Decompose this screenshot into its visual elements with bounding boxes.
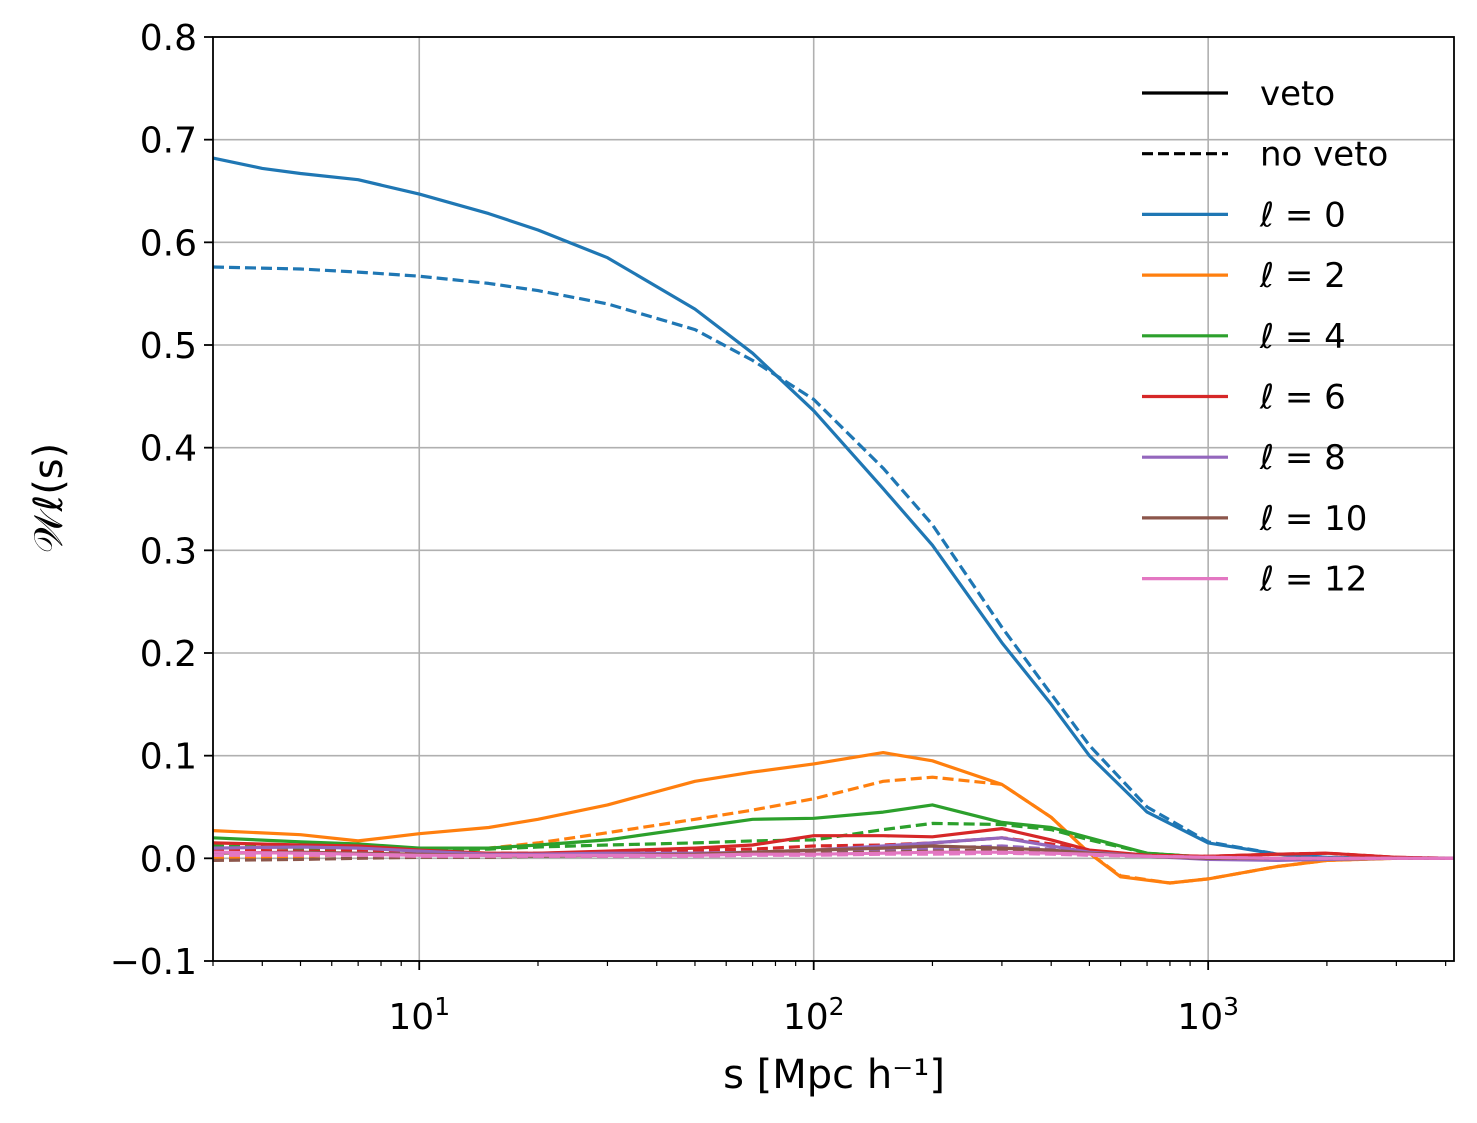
series-line	[212, 775, 1454, 885]
legend-label: ℓ = 10	[1259, 499, 1367, 539]
plot-series	[212, 156, 1455, 885]
x-axis-label: s [Mpc h⁻¹]	[723, 1052, 945, 1098]
series-line	[212, 265, 1454, 860]
y-tick-label: −0.1	[110, 942, 197, 983]
legend-label: veto	[1260, 74, 1335, 114]
legend-label: ℓ = 0	[1259, 195, 1346, 235]
tick-labels: −0.1 0.0 0.1 0.2 0.3 0.4 0.5 0.6 0.7 0.8 101 102 103	[110, 18, 1239, 1038]
legend-label: ℓ = 6	[1259, 378, 1346, 418]
x-tick-label: 103	[1177, 992, 1239, 1038]
y-tick-label: 0.5	[140, 326, 197, 367]
legend-label: ℓ = 8	[1259, 438, 1346, 478]
y-axis-label: 𝒲ℓ(s)	[26, 443, 72, 554]
legend-label: ℓ = 12	[1259, 560, 1367, 600]
y-tick-label: 0.3	[140, 531, 197, 572]
y-tick-label: 0.6	[140, 223, 197, 264]
y-tick-label: 0.2	[140, 634, 197, 675]
y-tick-label: 0.8	[140, 18, 197, 59]
plot-frame	[212, 36, 1455, 962]
legend: veto no veto ℓ = 0 ℓ = 2 ℓ = 4 ℓ = 6 ℓ = 8 ℓ = …	[1142, 74, 1388, 600]
y-tick-label: 0.0	[140, 839, 197, 880]
y-tick-label: 0.7	[140, 121, 197, 162]
series-line	[213, 851, 1454, 860]
y-tick-label: 0.1	[140, 737, 197, 778]
series-line	[212, 156, 1454, 860]
x-tick-label: 101	[388, 992, 450, 1038]
axes	[204, 36, 1455, 970]
legend-label: no veto	[1260, 135, 1388, 175]
legend-label: ℓ = 2	[1259, 256, 1346, 296]
legend-label: ℓ = 4	[1259, 317, 1346, 357]
y-tick-label: 0.4	[140, 429, 197, 470]
series-line	[212, 751, 1454, 885]
x-tick-label: 102	[783, 992, 845, 1038]
